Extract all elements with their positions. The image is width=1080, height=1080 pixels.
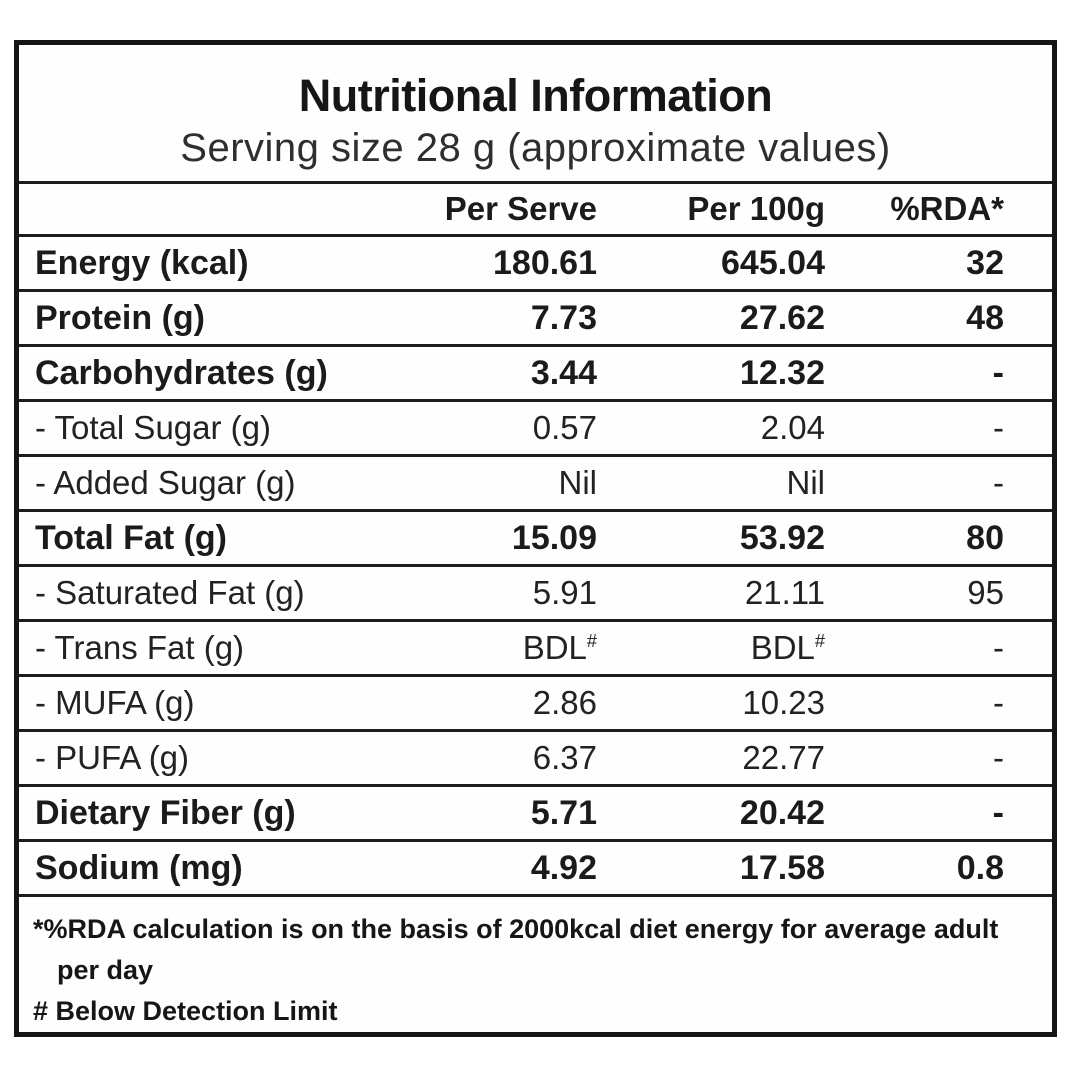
table-row: - Trans Fat (g) BDL# BDL# - bbox=[19, 622, 1052, 677]
row-label: Dietary Fiber (g) bbox=[35, 793, 296, 832]
rda-value: 32 bbox=[966, 243, 1004, 282]
per-100g-value: 21.11 bbox=[744, 574, 825, 611]
row-label: Sodium (mg) bbox=[35, 848, 243, 887]
per-100g-value: 2.04 bbox=[760, 409, 825, 446]
per-serve-value: 5.91 bbox=[532, 574, 597, 611]
nutrition-label-panel: Nutritional Information Serving size 28 … bbox=[14, 40, 1057, 1037]
table-row: Energy (kcal) 180.61 645.04 32 bbox=[19, 237, 1052, 292]
table-row: Sodium (mg) 4.92 17.58 0.8 bbox=[19, 842, 1052, 897]
table-row: - Added Sugar (g) Nil Nil - bbox=[19, 457, 1052, 512]
rda-value: - bbox=[993, 739, 1004, 776]
rda-value: 95 bbox=[967, 574, 1004, 611]
rda-value: 80 bbox=[966, 518, 1004, 557]
table-row: - PUFA (g) 6.37 22.77 - bbox=[19, 732, 1052, 787]
per-serve-value: 4.92 bbox=[530, 848, 597, 887]
below-detection-limit-marker: # bbox=[586, 631, 597, 651]
nutrition-table-body: Energy (kcal) 180.61 645.04 32 Protein (g) 7.… bbox=[19, 237, 1052, 897]
per-serve-value: 7.73 bbox=[530, 298, 597, 337]
row-label: - PUFA (g) bbox=[35, 739, 190, 776]
per-100g-value: BDL# bbox=[750, 629, 825, 666]
footnotes-block: *%RDA calculation is on the basis of 200… bbox=[19, 897, 1052, 1032]
per-serve-value: BDL# bbox=[522, 629, 597, 666]
serving-size-subtitle: Serving size 28 g (approximate values) bbox=[180, 126, 891, 170]
header-per-100g: Per 100g bbox=[687, 189, 825, 227]
row-label: - Added Sugar (g) bbox=[35, 464, 296, 501]
row-label: Energy (kcal) bbox=[35, 243, 249, 282]
per-serve-value: 2.86 bbox=[532, 684, 597, 721]
rda-value: - bbox=[992, 793, 1004, 832]
per-serve-value: 180.61 bbox=[493, 243, 597, 282]
per-100g-value: 12.32 bbox=[739, 353, 825, 392]
rda-value: - bbox=[992, 353, 1004, 392]
header-per-serve: Per Serve bbox=[444, 189, 597, 227]
per-serve-value: 0.57 bbox=[532, 409, 597, 446]
table-row: - Saturated Fat (g) 5.91 21.11 95 bbox=[19, 567, 1052, 622]
per-100g-value: 53.92 bbox=[739, 518, 825, 557]
per-serve-value: 5.71 bbox=[530, 793, 597, 832]
footnote-rda: *%RDA calculation is on the basis of 200… bbox=[33, 914, 999, 985]
table-row: Carbohydrates (g) 3.44 12.32 - bbox=[19, 347, 1052, 402]
per-100g-value: 17.58 bbox=[739, 848, 825, 887]
table-header-row: Per Serve Per 100g %RDA* bbox=[19, 184, 1052, 237]
row-label: - Total Sugar (g) bbox=[35, 409, 271, 446]
row-label: Carbohydrates (g) bbox=[35, 353, 328, 392]
header-rda: %RDA* bbox=[890, 189, 1004, 227]
table-row: - MUFA (g) 2.86 10.23 - bbox=[19, 677, 1052, 732]
per-100g-value: 20.42 bbox=[739, 793, 825, 832]
table-row: Total Fat (g) 15.09 53.92 80 bbox=[19, 512, 1052, 567]
rda-value: - bbox=[993, 464, 1004, 501]
footnote-below-detection-limit: # Below Detection Limit bbox=[33, 996, 338, 1026]
row-label: - Saturated Fat (g) bbox=[35, 574, 305, 611]
per-100g-value: 22.77 bbox=[742, 739, 825, 776]
rda-value: - bbox=[993, 409, 1004, 446]
per-100g-value: 10.23 bbox=[742, 684, 825, 721]
row-label: - Trans Fat (g) bbox=[35, 629, 245, 666]
per-serve-value: 6.37 bbox=[532, 739, 597, 776]
per-100g-value: 27.62 bbox=[739, 298, 825, 337]
row-label: - MUFA (g) bbox=[35, 684, 195, 721]
rda-value: 0.8 bbox=[956, 848, 1004, 887]
per-serve-value: Nil bbox=[558, 464, 598, 501]
rda-value: - bbox=[993, 629, 1004, 666]
row-label: Total Fat (g) bbox=[35, 518, 227, 557]
table-row: - Total Sugar (g) 0.57 2.04 - bbox=[19, 402, 1052, 457]
per-serve-value: 15.09 bbox=[511, 518, 597, 557]
row-label: Protein (g) bbox=[35, 298, 205, 337]
per-serve-value: 3.44 bbox=[530, 353, 597, 392]
per-100g-value: 645.04 bbox=[721, 243, 825, 282]
title-block: Nutritional Information Serving size 28 … bbox=[19, 45, 1052, 184]
rda-value: 48 bbox=[966, 298, 1004, 337]
table-row: Protein (g) 7.73 27.62 48 bbox=[19, 292, 1052, 347]
below-detection-limit-marker: # bbox=[814, 631, 825, 651]
rda-value: - bbox=[993, 684, 1004, 721]
per-100g-value: Nil bbox=[786, 464, 826, 501]
page-title: Nutritional Information bbox=[298, 70, 773, 121]
table-row: Dietary Fiber (g) 5.71 20.42 - bbox=[19, 787, 1052, 842]
